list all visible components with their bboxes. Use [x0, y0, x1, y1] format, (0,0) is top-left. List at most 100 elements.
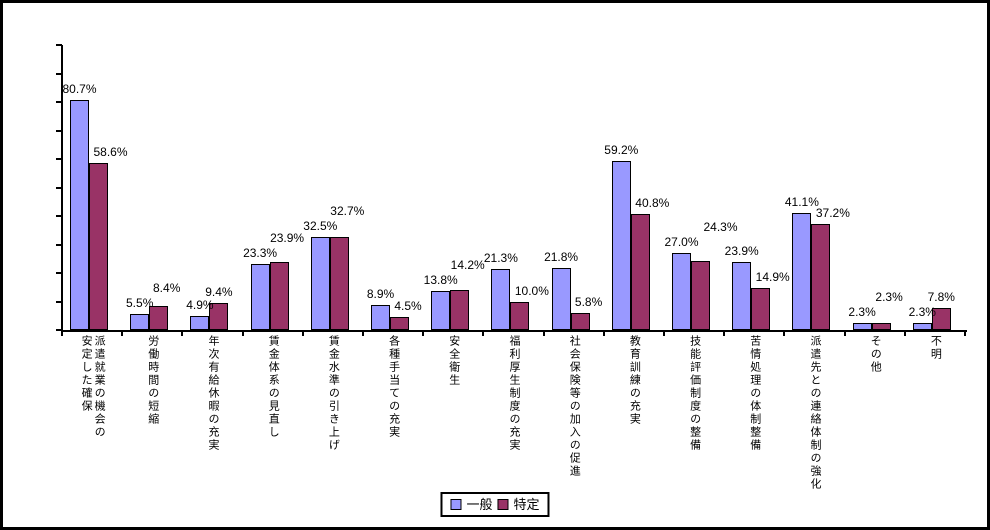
category-label: 教育訓練の充実: [628, 335, 641, 426]
bar-series-1: [70, 100, 89, 330]
bar-series-2: [630, 213, 650, 330]
bar-series-2: [89, 162, 108, 330]
value-label-series-1: 4.9%: [186, 298, 214, 313]
value-label-series-2: 10.0%: [514, 283, 549, 298]
bar-series-1: [551, 267, 571, 330]
category-label: 賃金水準の引き上げ: [327, 335, 340, 452]
bar-series-2: [450, 289, 470, 330]
bar-series-2: [510, 301, 530, 330]
x-axis-tick: [482, 332, 484, 336]
x-axis-tick: [723, 332, 725, 336]
bar-series-2: [269, 261, 289, 330]
value-label-series-2: 14.9%: [755, 269, 790, 284]
bar-series-2: [149, 306, 169, 330]
value-label-series-2: 7.8%: [927, 289, 955, 304]
y-axis-tick: [56, 158, 62, 160]
x-axis-tick: [844, 332, 846, 336]
value-label-series-2: 2.3%: [875, 290, 903, 305]
bar-series-2: [691, 260, 710, 330]
value-label-series-2: 8.4%: [153, 281, 181, 296]
y-axis-tick: [56, 187, 62, 189]
y-axis-tick: [56, 272, 62, 274]
value-label-series-2: 4.5%: [394, 299, 422, 314]
value-label-series-1: 8.9%: [366, 286, 395, 301]
legend: 一般 特定: [440, 492, 550, 517]
category-label: 派遣就業の機会の安定した確保: [80, 335, 106, 439]
y-axis-tick: [56, 130, 62, 132]
bar-series-2: [871, 323, 891, 330]
value-label-series-2: 5.8%: [574, 295, 603, 310]
x-axis-tick: [543, 332, 545, 336]
x-axis-tick: [603, 332, 605, 336]
category-label: その他: [869, 335, 882, 374]
bar-series-1: [250, 263, 270, 330]
y-axis-tick: [56, 329, 62, 331]
bar-series-2: [390, 317, 409, 330]
value-label-series-2: 58.6%: [93, 144, 128, 159]
bar-series-1: [852, 323, 872, 330]
value-label-series-2: 40.8%: [635, 195, 670, 210]
category-label: 賃金体系の見直し: [267, 335, 280, 439]
category-label: 福利厚生制度の充実: [508, 335, 520, 452]
category-label: 苦情処理の体制整備: [748, 335, 761, 452]
bar-series-2: [811, 223, 831, 330]
x-axis-tick: [181, 332, 183, 336]
value-label-series-2: 37.2%: [815, 205, 850, 220]
y-axis-tick: [56, 73, 62, 75]
legend-label-series-2: 特定: [513, 497, 540, 512]
value-label-series-1: 59.2%: [604, 143, 639, 158]
y-axis-tick: [56, 101, 62, 103]
legend-swatch-series-1: [450, 499, 462, 510]
bar-series-2: [329, 236, 349, 330]
value-label-series-1: 13.8%: [423, 272, 458, 287]
y-axis-tick: [56, 44, 62, 46]
value-label-series-1: 21.8%: [544, 249, 579, 264]
y-axis-tick: [56, 301, 62, 303]
bar-series-1: [431, 290, 451, 330]
legend-swatch-series-2: [497, 499, 509, 510]
bar-series-1: [491, 269, 511, 330]
x-axis-tick: [302, 332, 304, 336]
value-label-series-1: 27.0%: [664, 235, 699, 250]
x-axis-tick: [904, 332, 906, 336]
bar-series-1: [611, 161, 631, 330]
bar-series-2: [751, 287, 771, 330]
value-label-series-1: 23.3%: [243, 245, 278, 260]
category-label: 不明: [929, 335, 942, 361]
value-label-series-1: 5.5%: [126, 296, 154, 311]
bar-series-1: [371, 304, 390, 330]
bar-series-1: [732, 261, 752, 330]
x-axis: [61, 330, 967, 332]
value-label-series-1: 2.3%: [848, 305, 876, 320]
bar-series-2: [931, 307, 951, 330]
value-label-series-2: 24.3%: [703, 220, 738, 235]
category-label: 派遣先との連絡体制の強化: [809, 335, 821, 491]
bar-series-1: [672, 253, 691, 330]
value-label-series-2: 32.7%: [330, 204, 365, 219]
legend-label-series-1: 一般: [466, 497, 493, 512]
category-label: 各種手当ての充実: [387, 335, 400, 439]
x-axis-tick: [121, 332, 123, 336]
x-axis-tick: [663, 332, 665, 336]
x-axis-tick: [783, 332, 785, 336]
bar-series-1: [130, 314, 150, 330]
value-label-series-1: 21.3%: [483, 251, 518, 266]
category-label: 労働時間の短縮: [146, 335, 159, 426]
bar-series-1: [792, 212, 812, 330]
value-label-series-1: 80.7%: [62, 82, 97, 96]
y-axis-tick: [56, 244, 62, 246]
x-axis-tick: [242, 332, 244, 336]
bar-series-2: [570, 313, 590, 330]
bar-series-2: [209, 303, 229, 330]
bar-series-1: [190, 316, 210, 330]
x-axis-tick: [61, 332, 63, 336]
value-label-series-2: 23.9%: [270, 230, 305, 245]
y-axis-tick: [56, 215, 62, 217]
value-label-series-2: 9.4%: [205, 285, 233, 300]
bar-series-1: [912, 323, 932, 330]
value-label-series-1: 2.3%: [908, 305, 936, 320]
value-label-series-1: 32.5%: [303, 219, 338, 234]
category-label: 安全衛生: [447, 335, 460, 387]
value-label-series-1: 41.1%: [784, 194, 819, 209]
